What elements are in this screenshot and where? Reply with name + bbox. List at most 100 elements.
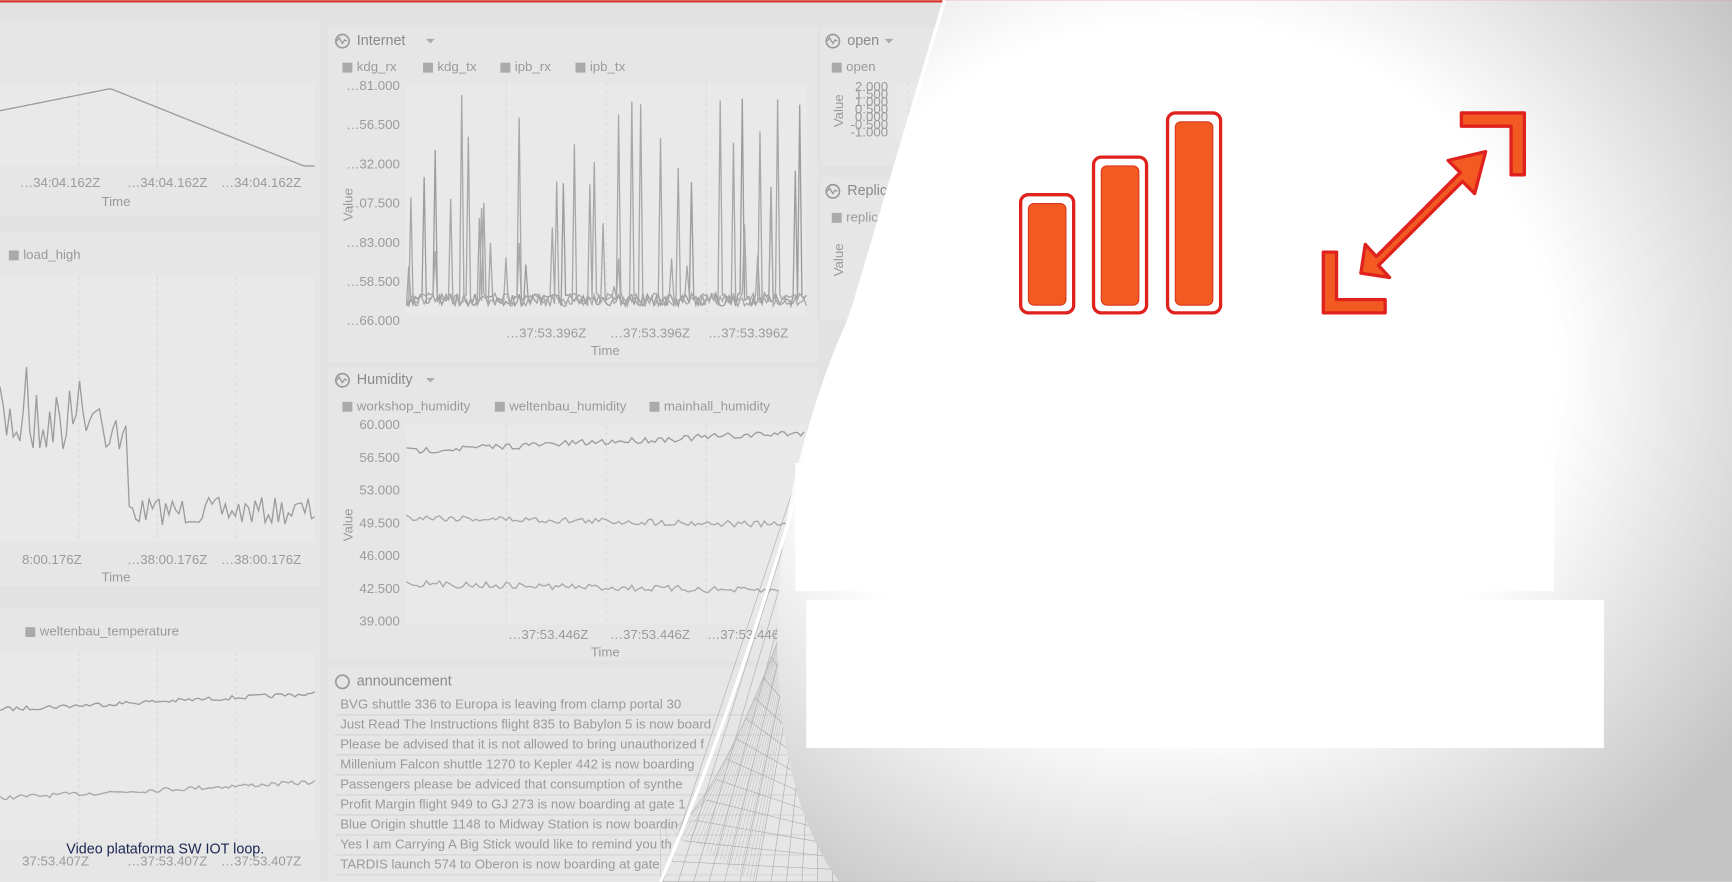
legend-swatch <box>500 62 511 73</box>
legend-label: weltenbau_temperature <box>39 624 179 639</box>
panel-icon <box>826 186 838 195</box>
y-tick-label: …58.500 <box>346 274 400 289</box>
y-tick-label: 60.000 <box>359 417 400 432</box>
announcement-line: Yes I am Carrying A Big Stick would like… <box>340 836 672 851</box>
legend-swatch <box>423 62 433 73</box>
legend-swatch <box>342 401 353 412</box>
announcement-line: Please be advised that it is not allowed… <box>340 736 704 751</box>
y-tick-label: 2.000 <box>855 79 888 94</box>
mesh-line <box>683 738 737 836</box>
blank-box <box>806 600 1604 749</box>
mesh-line <box>703 615 787 849</box>
mesh-line <box>666 824 685 842</box>
legend-swatch <box>831 62 842 73</box>
icon-corner <box>1459 111 1526 177</box>
mesh-line <box>686 718 746 838</box>
x-tick-label: …37:53.396Z <box>506 325 586 340</box>
legend-swatch <box>831 212 842 223</box>
mesh-line <box>696 656 772 845</box>
x-tick-label: …37:53.396Z <box>708 325 788 340</box>
panel-icon <box>334 33 350 49</box>
trace <box>406 514 805 530</box>
panel-icon <box>826 36 838 45</box>
y-tick-label: …83.000 <box>346 235 400 250</box>
trace <box>0 780 316 801</box>
icon-bar <box>1100 324 1140 465</box>
y-tick-label: 1.000 <box>855 94 888 109</box>
y-tick-label: …32.000 <box>346 156 400 171</box>
x-tick-label: …34:04.162Z <box>20 175 100 190</box>
legend-label: open <box>846 59 875 74</box>
x-tick-label: …37:53.407Z <box>127 853 207 868</box>
chart-icon <box>1018 111 1526 315</box>
legend-label: replic <box>846 209 878 224</box>
legend-swatch <box>25 627 36 638</box>
y-tick-label: 39.000 <box>359 614 400 629</box>
panel-title: Replic <box>847 183 887 199</box>
panel-title: announcement <box>357 674 452 690</box>
y-tick-label: 49.500 <box>359 515 400 530</box>
y-tick-label: 0.500 <box>855 102 888 117</box>
legend-swatch <box>649 401 660 412</box>
top-rule <box>0 0 1732 3</box>
x-axis-label: Time <box>102 194 131 209</box>
trace <box>0 691 316 712</box>
legend-label: load_high <box>23 247 80 262</box>
announcement-line: Just Read The Instructions flight 835 to… <box>340 716 711 731</box>
panel-title: open <box>847 33 879 49</box>
legend-label: kdg_tx <box>437 59 476 74</box>
icon-reflection <box>1018 315 1526 519</box>
trace <box>405 100 807 309</box>
x-tick-label: 8:00.176Z <box>22 552 82 567</box>
panel-icon <box>336 36 348 45</box>
x-axis-label: Time <box>102 569 131 584</box>
x-tick-label: …37:53.396Z <box>610 325 690 340</box>
icon-bar <box>1027 202 1067 306</box>
icon-corner <box>1459 453 1526 519</box>
y-tick-label: 53.000 <box>359 483 400 498</box>
icon-bar <box>1174 121 1214 306</box>
legend-label: weltenbau_humidity <box>508 398 626 413</box>
icon-corner <box>1321 315 1387 380</box>
y-tick-label: …81.000 <box>346 78 400 93</box>
mesh-line <box>670 820 696 827</box>
legend-swatch <box>342 62 353 73</box>
x-axis-label: Time <box>591 645 620 660</box>
icon-bar <box>1174 324 1214 509</box>
dropdown-caret <box>884 38 894 44</box>
y-tick-label: -0.500 <box>851 117 889 132</box>
y-tick-label: 46.000 <box>359 548 400 563</box>
x-tick-label: …34:04.162Z <box>127 175 207 190</box>
announcement-line: TARDIS launch 574 to Oberon is now board… <box>340 856 659 871</box>
announcement-line: Profit Margin flight 949 to GJ 273 is no… <box>340 796 685 811</box>
legend-swatch <box>8 250 19 261</box>
white-panel <box>777 0 1732 882</box>
x-tick-label: …37:53.446 <box>707 627 779 642</box>
panel-icon <box>334 674 350 690</box>
x-tick-label: …34:04.162Z <box>221 175 301 190</box>
announcement-line: Passengers please be adviced that consum… <box>340 776 683 791</box>
icon-arrow <box>1359 149 1488 280</box>
x-tick-label: …37:53.446Z <box>508 627 588 642</box>
icon-bar <box>1027 324 1067 428</box>
mesh-line <box>700 636 780 847</box>
y-tick-label: 0.000 <box>855 109 888 124</box>
x-tick-label: …37:53.446Z <box>610 627 690 642</box>
trace <box>406 98 807 309</box>
legend-label: ipb_rx <box>515 59 551 74</box>
trace <box>406 579 805 595</box>
panel-icon <box>336 375 348 384</box>
legend-label: workshop_humidity <box>356 398 471 413</box>
x-tick-label: …37:53.407Z <box>221 853 301 868</box>
caption: Video plataforma SW IOT loop. <box>66 841 264 857</box>
panel-title: Humidity <box>357 372 414 388</box>
dashboard: …34:04.162Z …34:04.162Z …34:04.162ZTimeloa… <box>0 22 950 882</box>
y-tick-label: 42.500 <box>359 581 400 596</box>
panel-icon <box>334 372 350 388</box>
y-tick-label: -1.000 <box>851 124 889 139</box>
icon-arrow <box>1359 350 1488 481</box>
panel-title: Internet <box>357 33 406 49</box>
trace <box>0 366 316 526</box>
